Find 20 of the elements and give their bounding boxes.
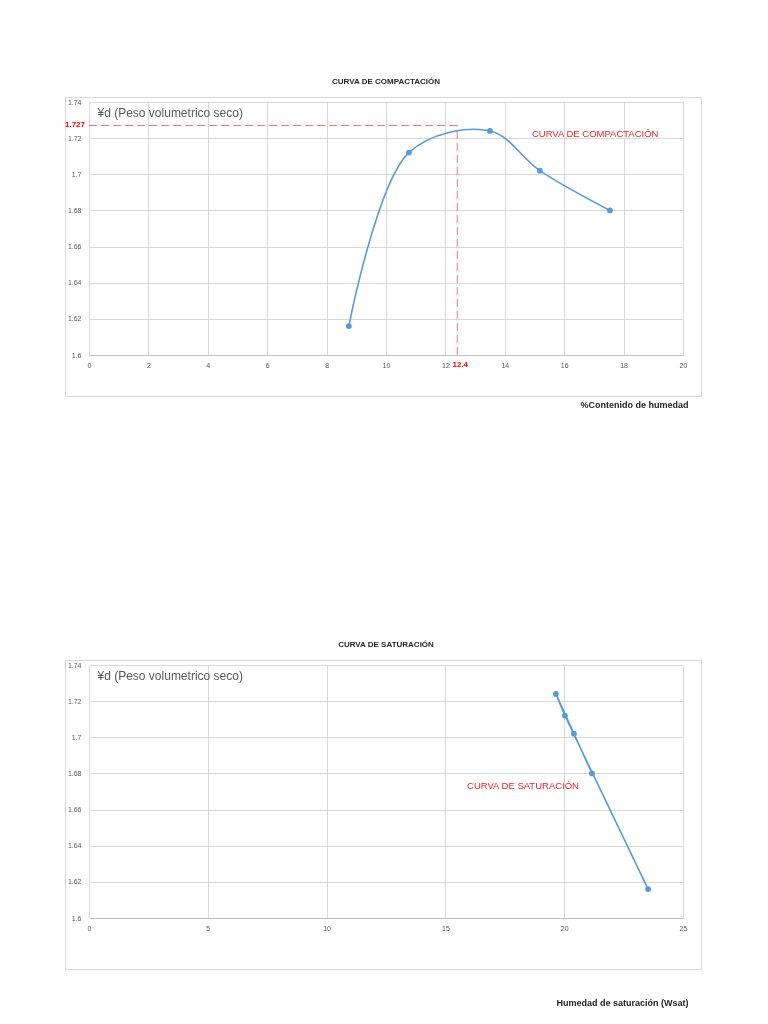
x-axis-title: %Contenido de humedad xyxy=(580,399,689,410)
point xyxy=(487,128,493,134)
chart-title: CURVA DE SATURACIÓN xyxy=(338,640,435,649)
point xyxy=(607,207,613,214)
series-label: CURVA DE SATURACIÓN xyxy=(467,780,580,792)
y-axis-title: ¥d (Peso volumetrico seco) xyxy=(96,668,243,683)
point xyxy=(571,730,577,737)
point xyxy=(345,323,352,329)
chart-title: CURVA DE COMPACTACIÓN xyxy=(332,77,441,86)
point xyxy=(562,712,568,719)
x-axis-title: Humedad de saturación (Wsat) xyxy=(556,997,689,1008)
point xyxy=(645,886,651,892)
y-axis-title: ¥d (Peso volumetrico seco) xyxy=(96,105,243,120)
point xyxy=(589,770,595,777)
point xyxy=(552,691,559,697)
series-label: CURVA DE COMPACTACIÓN xyxy=(531,127,659,139)
point xyxy=(536,167,543,174)
ref-line-label: 1.727 xyxy=(64,120,86,130)
point xyxy=(405,149,412,156)
ref-line-label: 12.4 xyxy=(452,360,469,369)
